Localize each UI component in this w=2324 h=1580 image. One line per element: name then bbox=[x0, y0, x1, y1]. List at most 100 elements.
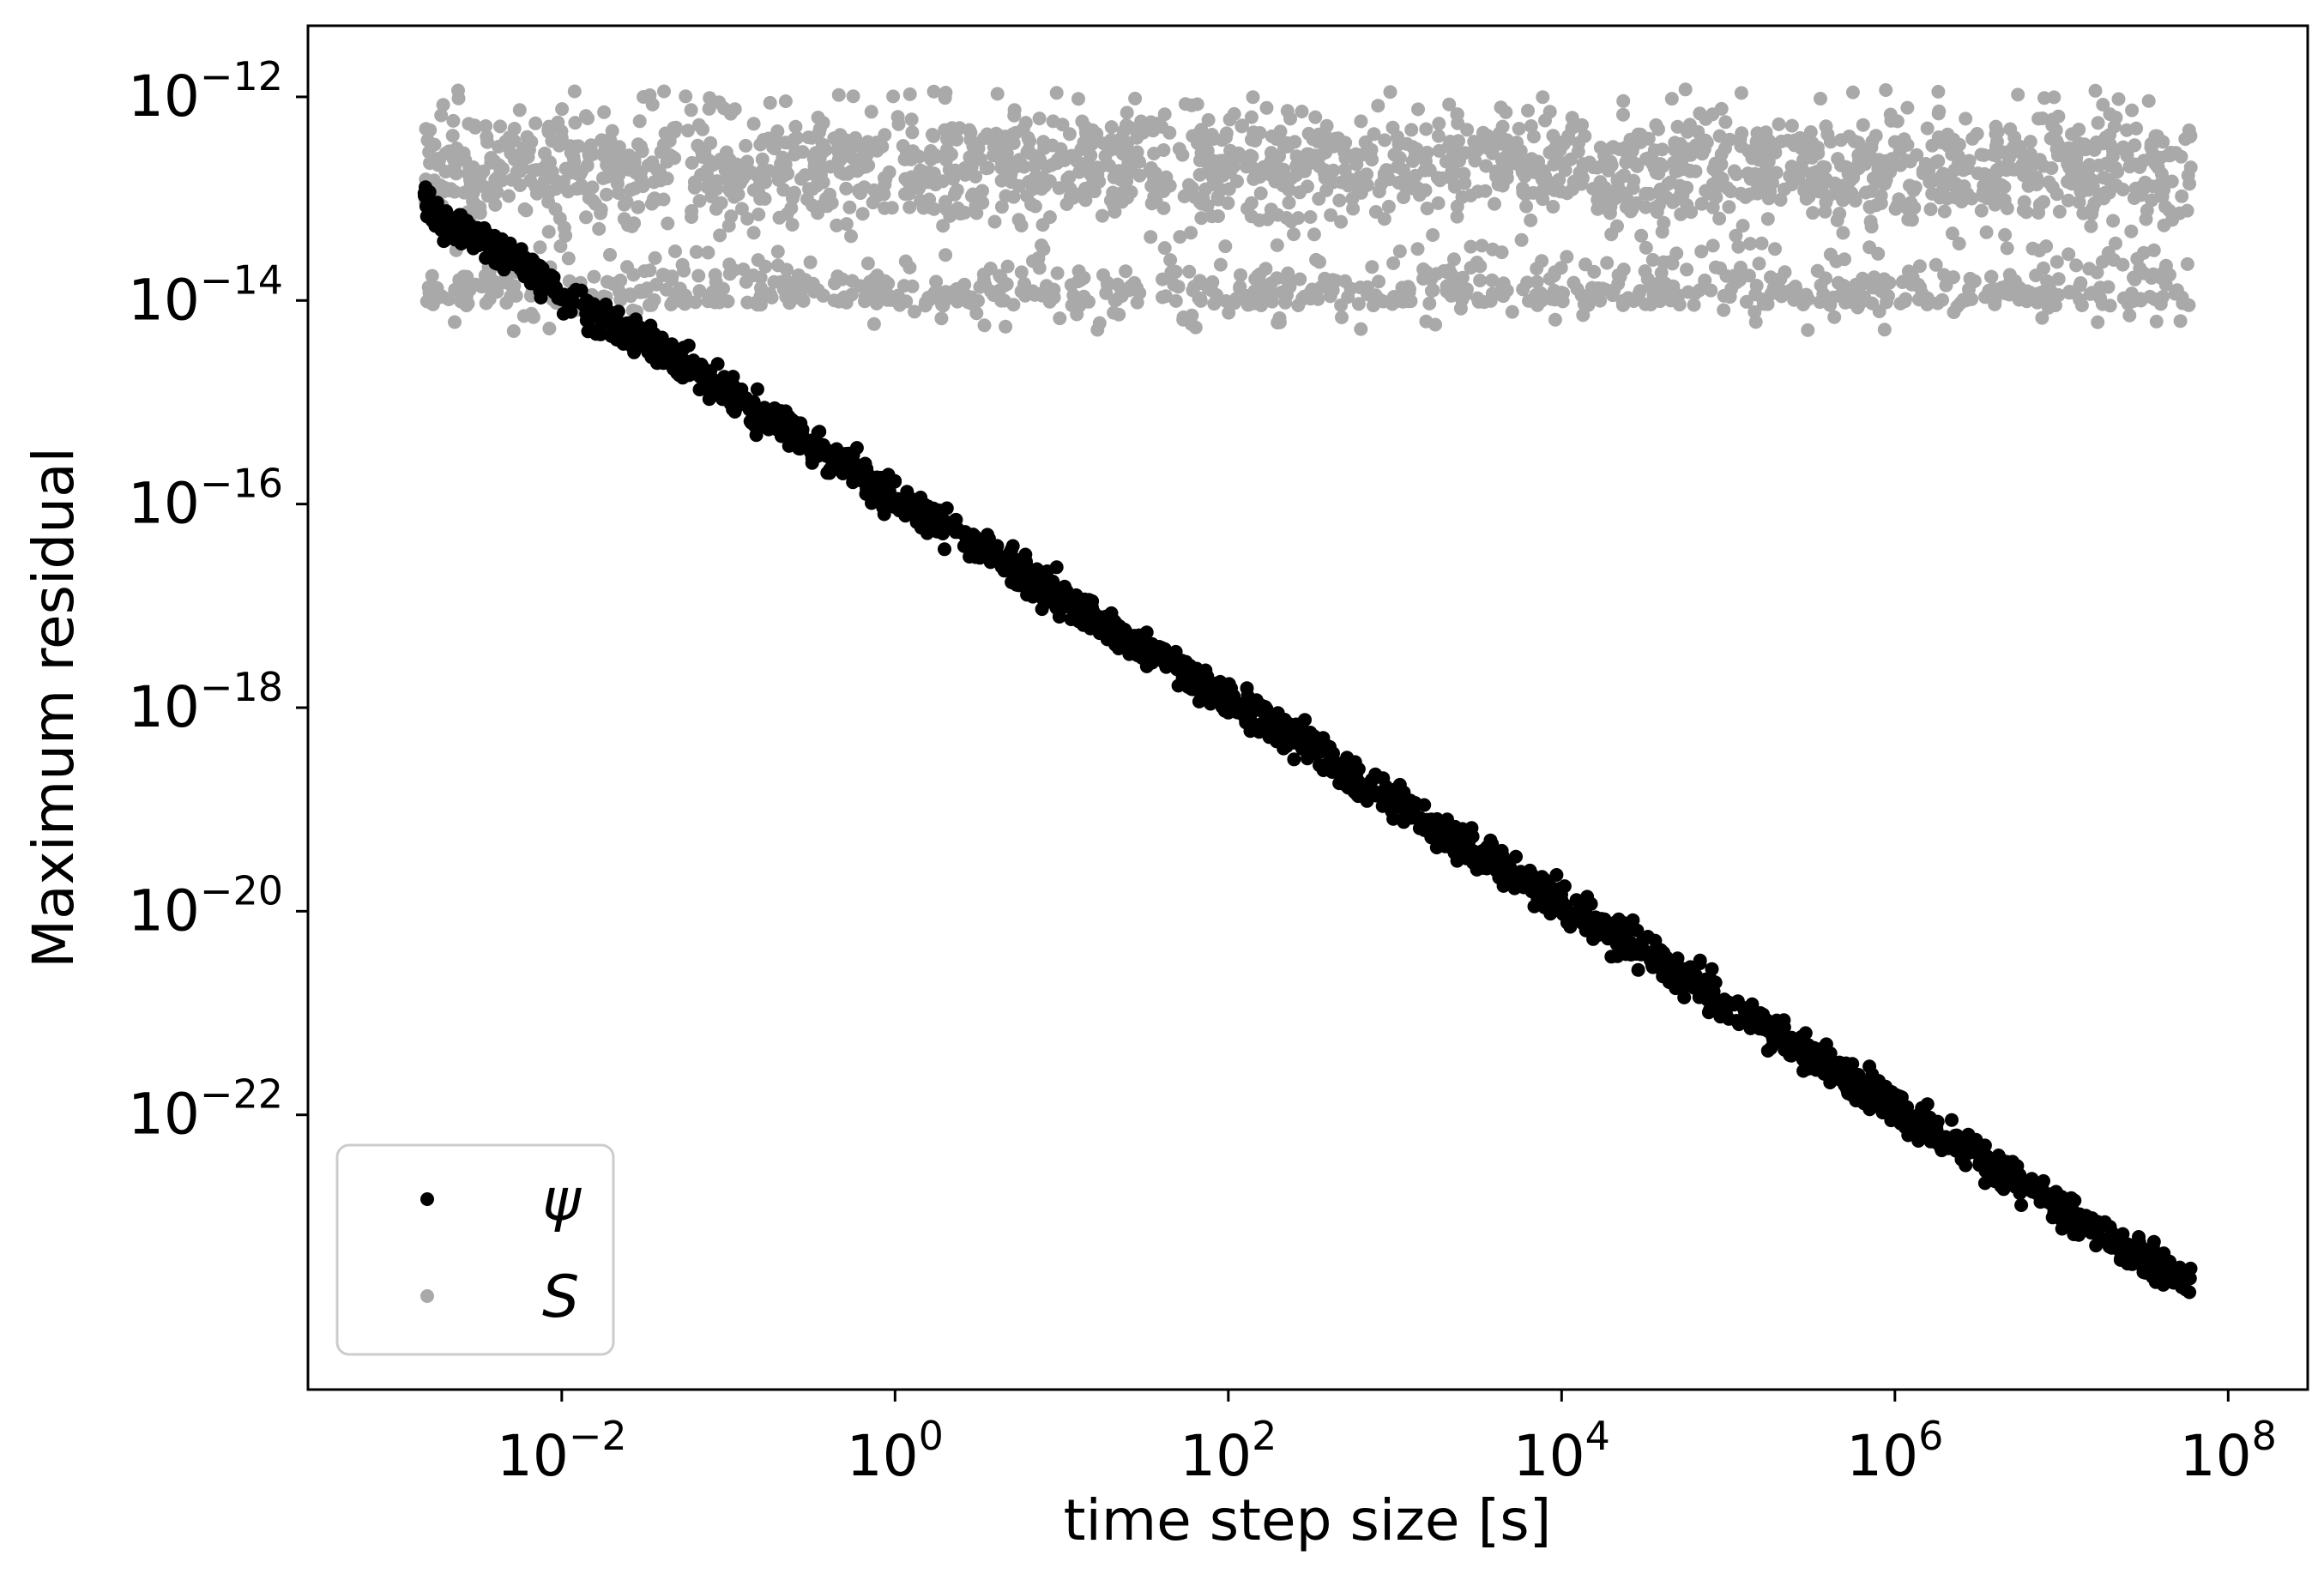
psi-point bbox=[1049, 560, 1064, 575]
psi-point bbox=[2092, 1230, 2106, 1245]
psi-point bbox=[1206, 682, 1221, 697]
s-point bbox=[1616, 93, 1631, 108]
s-point bbox=[1218, 239, 1233, 254]
s-point bbox=[1979, 225, 1994, 239]
psi-point bbox=[2161, 1263, 2175, 1277]
s-point bbox=[1959, 188, 1973, 202]
psi-point bbox=[1630, 923, 1645, 938]
psi-point bbox=[1476, 851, 1490, 865]
s-point bbox=[687, 180, 702, 195]
ticks-layer: 10−2 100 102 104 106 10810−1210−1410−1610−181… bbox=[128, 53, 2277, 1489]
s-point bbox=[1421, 162, 1435, 177]
s-point bbox=[1657, 215, 1671, 230]
s-point bbox=[788, 148, 801, 162]
s-point bbox=[2101, 280, 2116, 294]
psi-point bbox=[589, 327, 603, 341]
s-point bbox=[727, 102, 742, 117]
s-point bbox=[1022, 175, 1036, 189]
s-point bbox=[1781, 133, 1795, 148]
legend-label-s: S bbox=[542, 1263, 579, 1331]
s-point bbox=[466, 160, 480, 174]
s-point bbox=[1530, 274, 1544, 289]
psi-point bbox=[1039, 572, 1053, 587]
psi-point bbox=[978, 532, 992, 546]
s-point bbox=[952, 203, 967, 218]
psi-point bbox=[2006, 1155, 2019, 1169]
psi-point bbox=[2047, 1197, 2061, 1211]
s-point bbox=[446, 113, 461, 128]
s-point bbox=[1372, 274, 1385, 289]
psi-point bbox=[2082, 1216, 2097, 1231]
s-point bbox=[830, 218, 844, 232]
s-point bbox=[936, 219, 951, 233]
s-point bbox=[1877, 323, 1892, 337]
s-point bbox=[1807, 144, 1821, 158]
psi-point bbox=[1062, 600, 1077, 614]
s-point bbox=[1879, 83, 1893, 97]
s-point bbox=[794, 172, 808, 186]
s-point bbox=[540, 184, 554, 199]
s-point bbox=[541, 123, 556, 137]
psi-point bbox=[637, 327, 652, 341]
psi-point bbox=[556, 289, 570, 304]
s-point bbox=[1818, 160, 1832, 175]
s-point bbox=[1307, 227, 1321, 242]
s-point bbox=[1108, 139, 1123, 154]
s-point bbox=[1554, 286, 1568, 300]
s-point bbox=[788, 285, 803, 299]
s-point bbox=[1548, 154, 1563, 168]
s-point bbox=[1856, 271, 1870, 286]
psi-point bbox=[647, 327, 661, 341]
s-point bbox=[1431, 129, 1446, 143]
s-point bbox=[468, 118, 482, 133]
s-point bbox=[672, 293, 686, 308]
s-point bbox=[1005, 175, 1019, 190]
s-point bbox=[1675, 188, 1690, 202]
s-point bbox=[2148, 135, 2163, 149]
s-point bbox=[702, 101, 716, 116]
s-point bbox=[2170, 283, 2184, 298]
s-point bbox=[785, 218, 800, 232]
s-point bbox=[633, 139, 648, 154]
s-point bbox=[1823, 135, 1838, 149]
s-point bbox=[612, 186, 625, 200]
s-point bbox=[1827, 310, 1842, 324]
psi-point bbox=[1753, 1006, 1767, 1021]
s-point bbox=[1748, 166, 1762, 181]
s-point bbox=[2000, 201, 2014, 215]
psi-point bbox=[2121, 1237, 2135, 1251]
psi-point bbox=[746, 395, 761, 409]
s-point bbox=[706, 158, 721, 172]
psi-point bbox=[1302, 742, 1317, 757]
s-point bbox=[1586, 182, 1601, 196]
s-point bbox=[1282, 196, 1296, 210]
s-point bbox=[1100, 275, 1114, 290]
psi-point bbox=[1287, 752, 1301, 767]
s-point bbox=[1419, 314, 1434, 329]
s-point bbox=[788, 119, 803, 134]
psi-point bbox=[586, 305, 601, 320]
psi-point bbox=[1819, 1037, 1833, 1052]
y-tick-label: 10−12 bbox=[128, 53, 283, 130]
s-point bbox=[2116, 257, 2130, 272]
s-point bbox=[667, 124, 681, 139]
s-point bbox=[1156, 272, 1169, 286]
s-point bbox=[2035, 311, 2049, 325]
s-point bbox=[519, 203, 534, 218]
psi-point bbox=[1456, 838, 1470, 853]
s-point bbox=[1962, 282, 1976, 297]
s-point bbox=[1062, 127, 1077, 142]
s-point bbox=[1912, 259, 1927, 274]
s-point bbox=[1613, 269, 1627, 284]
s-point bbox=[1514, 232, 1529, 247]
s-point bbox=[493, 119, 507, 134]
s-point bbox=[2147, 292, 2162, 306]
s-point bbox=[2010, 288, 2025, 303]
s-point bbox=[1516, 282, 1530, 297]
s-point bbox=[1705, 238, 1720, 253]
s-point bbox=[1752, 256, 1766, 271]
psi-point bbox=[2139, 1250, 2153, 1263]
s-point bbox=[1450, 199, 1464, 214]
s-point bbox=[751, 253, 765, 268]
psi-point bbox=[1259, 704, 1273, 719]
